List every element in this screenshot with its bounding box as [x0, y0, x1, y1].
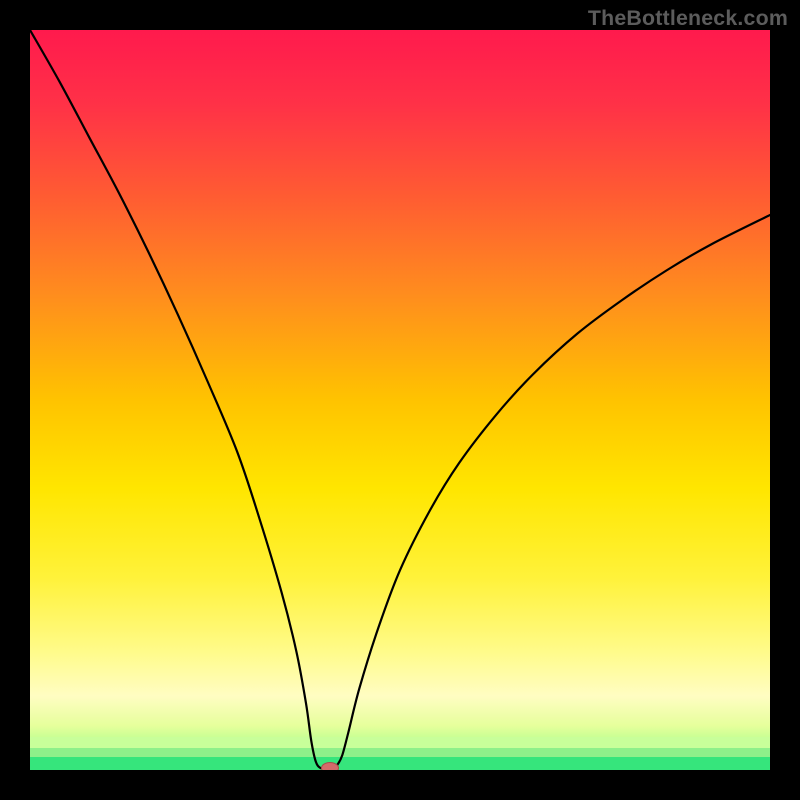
- minimum-marker: [321, 762, 339, 770]
- bottleneck-curve: [30, 30, 770, 770]
- chart-frame: TheBottleneck.com: [0, 0, 800, 800]
- plot-area: [30, 30, 770, 770]
- watermark-text: TheBottleneck.com: [588, 6, 788, 31]
